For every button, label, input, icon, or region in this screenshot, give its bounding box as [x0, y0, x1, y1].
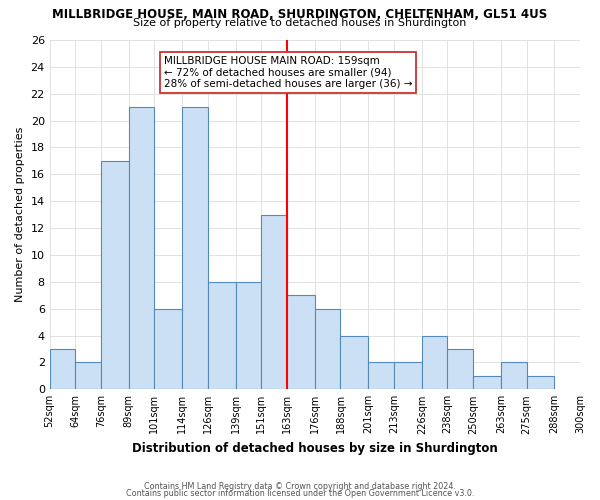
Text: Contains public sector information licensed under the Open Government Licence v3: Contains public sector information licen… [126, 489, 474, 498]
Bar [76, 362, 101, 390]
Bar [368, 362, 394, 390]
Bar [473, 376, 501, 390]
Bar [422, 336, 448, 390]
Text: Size of property relative to detached houses in Shurdington: Size of property relative to detached ho… [133, 18, 467, 28]
Bar [182, 107, 208, 390]
Y-axis label: Number of detached properties: Number of detached properties [15, 127, 25, 302]
Bar [262, 214, 287, 390]
Text: Contains HM Land Registry data © Crown copyright and database right 2024.: Contains HM Land Registry data © Crown c… [144, 482, 456, 491]
Bar [129, 107, 154, 390]
Bar [340, 336, 368, 390]
Text: MILLBRIDGE HOUSE, MAIN ROAD, SHURDINGTON, CHELTENHAM, GL51 4US: MILLBRIDGE HOUSE, MAIN ROAD, SHURDINGTON… [52, 8, 548, 20]
Bar [208, 282, 236, 390]
Bar [527, 376, 554, 390]
Bar [315, 308, 340, 390]
X-axis label: Distribution of detached houses by size in Shurdington: Distribution of detached houses by size … [132, 442, 498, 455]
Bar [236, 282, 262, 390]
Bar [154, 308, 182, 390]
Bar [50, 349, 76, 390]
Bar [448, 349, 473, 390]
Bar [394, 362, 422, 390]
Text: MILLBRIDGE HOUSE MAIN ROAD: 159sqm
← 72% of detached houses are smaller (94)
28%: MILLBRIDGE HOUSE MAIN ROAD: 159sqm ← 72%… [164, 56, 412, 89]
Bar [501, 362, 527, 390]
Bar [287, 296, 315, 390]
Bar [101, 161, 129, 390]
